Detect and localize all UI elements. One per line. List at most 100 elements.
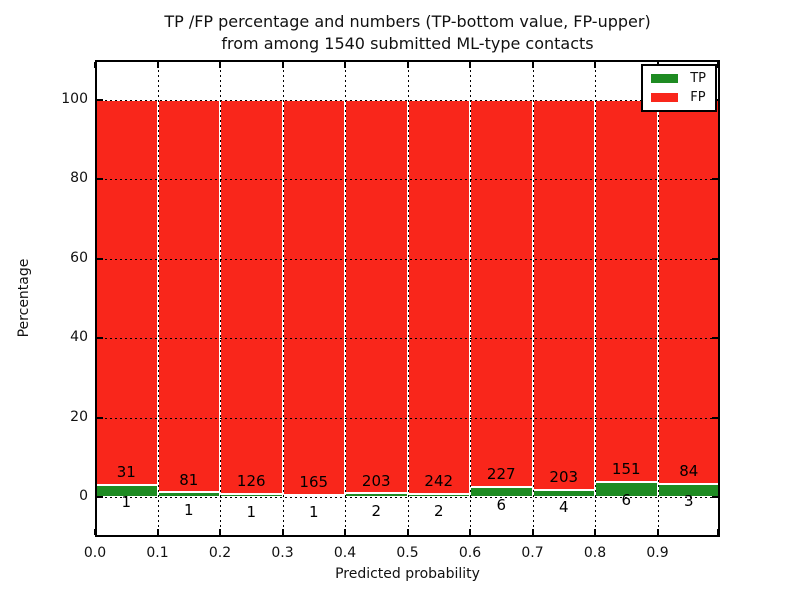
y-tick-mark xyxy=(97,496,103,499)
y-tick-label: 0 xyxy=(79,488,88,505)
x-tick-mark-top xyxy=(594,62,596,68)
tp-count-label: 1 xyxy=(121,493,132,512)
bar-fp-segment xyxy=(407,99,470,494)
x-tick-mark xyxy=(281,529,284,535)
x-tick-mark xyxy=(156,529,159,535)
gridline-vertical xyxy=(157,60,159,537)
gridline-horizontal xyxy=(95,497,720,499)
x-tick-mark xyxy=(531,529,534,535)
tp-count-label: 1 xyxy=(246,502,257,521)
x-tick-label: 0.5 xyxy=(396,545,419,561)
bar-tp-segment xyxy=(532,489,595,498)
x-tick-mark xyxy=(656,529,659,535)
fp-count-label: 31 xyxy=(116,463,136,482)
bar-fp-segment xyxy=(95,99,158,485)
y-tick-mark-right xyxy=(712,496,718,499)
y-tick-mark-right xyxy=(712,337,718,340)
legend-tp-label: TP xyxy=(690,71,706,86)
x-tick-mark xyxy=(344,529,346,535)
y-tick-label: 80 xyxy=(70,170,88,187)
x-tick-label: 0.7 xyxy=(521,545,544,561)
fp-count-label: 126 xyxy=(236,472,266,491)
tp-count-label: 1 xyxy=(308,503,319,522)
x-tick-mark xyxy=(469,529,471,535)
gridline-vertical xyxy=(532,60,534,537)
tp-count-label: 2 xyxy=(433,502,444,521)
x-tick-mark-top xyxy=(281,62,284,68)
chart-title-line2: from among 1540 submitted ML-type contac… xyxy=(221,34,594,53)
y-tick-mark xyxy=(97,98,103,101)
y-tick-label: 40 xyxy=(70,329,88,346)
gridline-vertical xyxy=(470,60,471,537)
x-tick-mark xyxy=(94,529,96,535)
bar-fp-segment xyxy=(595,99,658,483)
fp-count-label: 227 xyxy=(486,465,516,484)
legend-tp-swatch-icon xyxy=(651,74,679,83)
bar-fp-segment xyxy=(470,99,533,487)
fp-count-label: 81 xyxy=(179,470,199,489)
gridline-horizontal xyxy=(95,179,720,181)
legend-fp-label: FP xyxy=(690,90,706,105)
legend: TP FP xyxy=(641,64,717,112)
x-tick-mark-top xyxy=(219,62,221,68)
fp-count-label: 203 xyxy=(361,471,391,490)
gridline-vertical xyxy=(282,60,284,537)
y-tick-label: 60 xyxy=(70,249,88,266)
gridline-vertical xyxy=(595,60,596,537)
x-tick-mark-top xyxy=(469,62,471,68)
chart-title-line1: TP /FP percentage and numbers (TP-bottom… xyxy=(164,12,651,31)
y-tick-mark xyxy=(97,257,103,260)
bar-fp-segment xyxy=(220,99,283,495)
bar-fp-segment xyxy=(157,99,220,493)
fp-count-label: 203 xyxy=(549,467,579,486)
y-tick-label: 20 xyxy=(70,408,88,425)
y-tick-mark xyxy=(97,337,103,340)
x-tick-label: 0.3 xyxy=(271,545,294,561)
y-axis-label: Percentage xyxy=(16,258,32,338)
fp-count-label: 165 xyxy=(299,473,329,492)
y-tick-mark-right xyxy=(712,257,718,260)
x-tick-mark xyxy=(219,529,221,535)
tp-count-label: 6 xyxy=(496,495,507,514)
gridline-horizontal xyxy=(95,99,720,101)
x-tick-label: 0.8 xyxy=(583,545,607,561)
bar-fp-segment xyxy=(345,99,408,494)
x-tick-mark-top xyxy=(344,62,346,68)
plot-area: TP FP 31 1 81 1 126 1 165 1 203 2 242 2 227 6 203 4 151 6… xyxy=(94,60,720,537)
x-tick-mark-top xyxy=(406,62,409,68)
gridline-horizontal xyxy=(95,338,720,340)
gridline-vertical xyxy=(345,60,346,537)
x-tick-mark-top xyxy=(94,62,96,68)
fp-count-label: 242 xyxy=(424,472,454,491)
x-tick-mark-top xyxy=(156,62,159,68)
x-tick-mark xyxy=(594,529,596,535)
x-tick-mark xyxy=(717,529,719,535)
y-tick-label: 100 xyxy=(61,90,88,107)
y-tick-mark-right xyxy=(712,178,718,181)
x-tick-label: 0.4 xyxy=(333,545,357,561)
x-tick-label: 0.2 xyxy=(208,545,232,561)
x-tick-label: 0.9 xyxy=(646,545,669,561)
bar-fp-segment xyxy=(532,99,595,490)
y-tick-mark-right xyxy=(712,416,718,419)
y-tick-mark xyxy=(97,178,103,181)
gridline-horizontal xyxy=(95,258,720,260)
x-tick-label: 0.1 xyxy=(146,545,169,561)
x-tick-label: 0.6 xyxy=(458,545,482,561)
y-tick-mark xyxy=(97,416,103,419)
x-tick-mark-top xyxy=(717,62,719,68)
tp-count-label: 6 xyxy=(621,490,632,509)
tp-count-label: 4 xyxy=(558,498,569,517)
gridline-vertical xyxy=(407,60,409,537)
tp-count-label: 3 xyxy=(683,492,694,511)
legend-item-tp: TP xyxy=(651,72,706,85)
x-axis-label: Predicted probability xyxy=(335,566,480,582)
gridline-vertical xyxy=(657,60,659,537)
x-tick-mark xyxy=(406,529,409,535)
legend-fp-swatch-icon xyxy=(651,93,679,102)
gridline-horizontal xyxy=(95,417,720,419)
tp-count-label: 1 xyxy=(183,500,194,519)
fp-count-label: 84 xyxy=(679,461,699,480)
tp-count-label: 2 xyxy=(371,501,382,520)
